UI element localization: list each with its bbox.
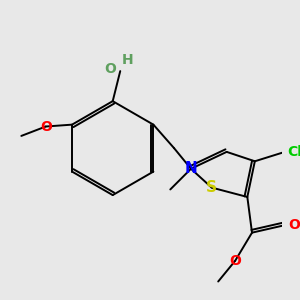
Text: O: O — [40, 119, 52, 134]
Text: O: O — [105, 62, 116, 76]
Text: Cl: Cl — [287, 145, 300, 159]
Text: H: H — [122, 53, 134, 67]
Text: N: N — [184, 161, 197, 176]
Text: S: S — [206, 180, 217, 195]
Text: O: O — [229, 254, 241, 268]
Text: O: O — [289, 218, 300, 232]
